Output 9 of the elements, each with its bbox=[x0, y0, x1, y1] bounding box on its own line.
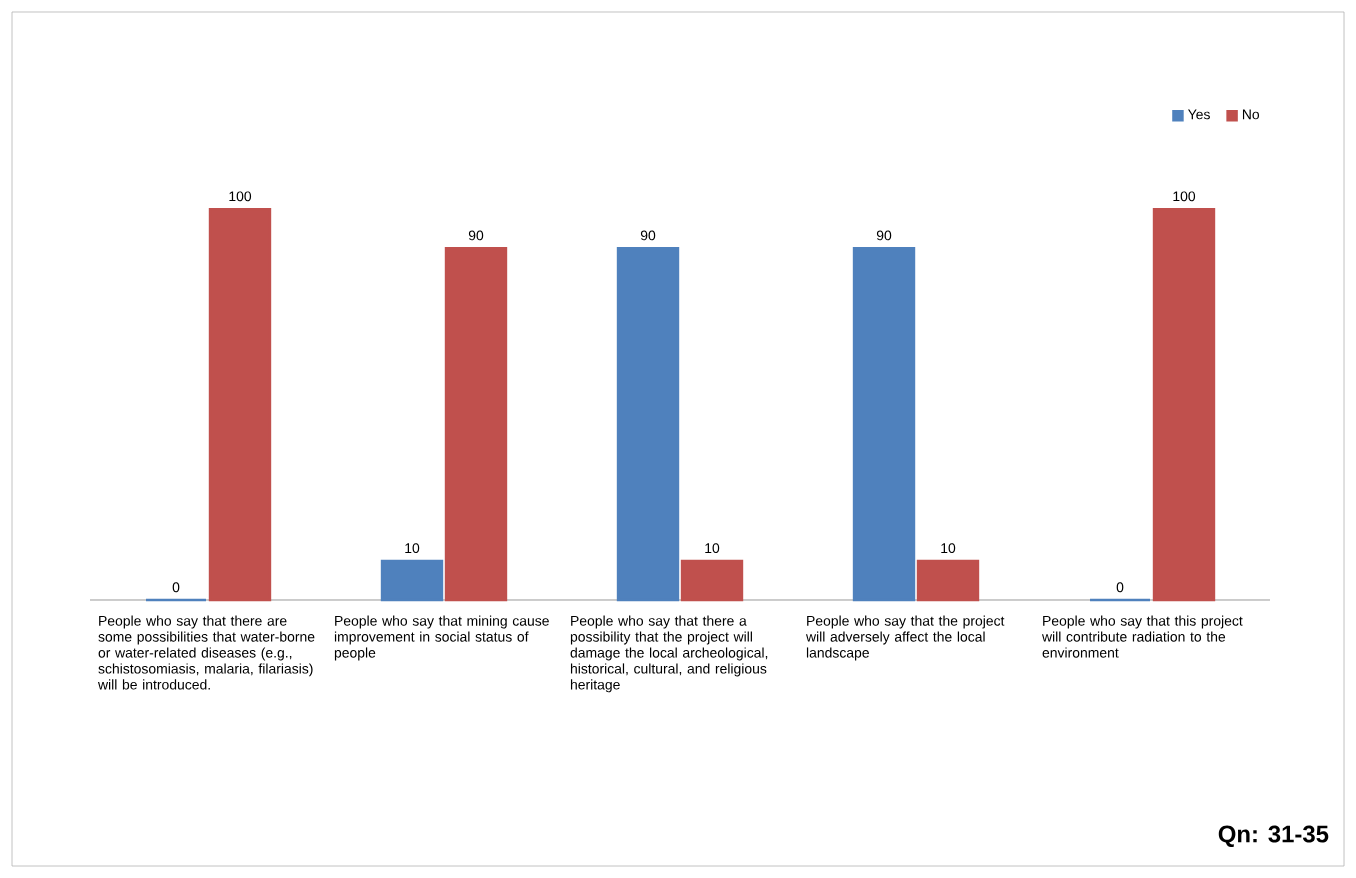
bar bbox=[852, 246, 916, 602]
bar bbox=[1152, 207, 1216, 602]
bar bbox=[916, 559, 980, 602]
bar bbox=[616, 246, 680, 602]
bar bbox=[680, 559, 744, 602]
text: Qn: 31-35 bbox=[1218, 825, 1329, 847]
bar bbox=[444, 246, 508, 602]
bar bbox=[380, 559, 444, 602]
bar bbox=[208, 207, 272, 602]
